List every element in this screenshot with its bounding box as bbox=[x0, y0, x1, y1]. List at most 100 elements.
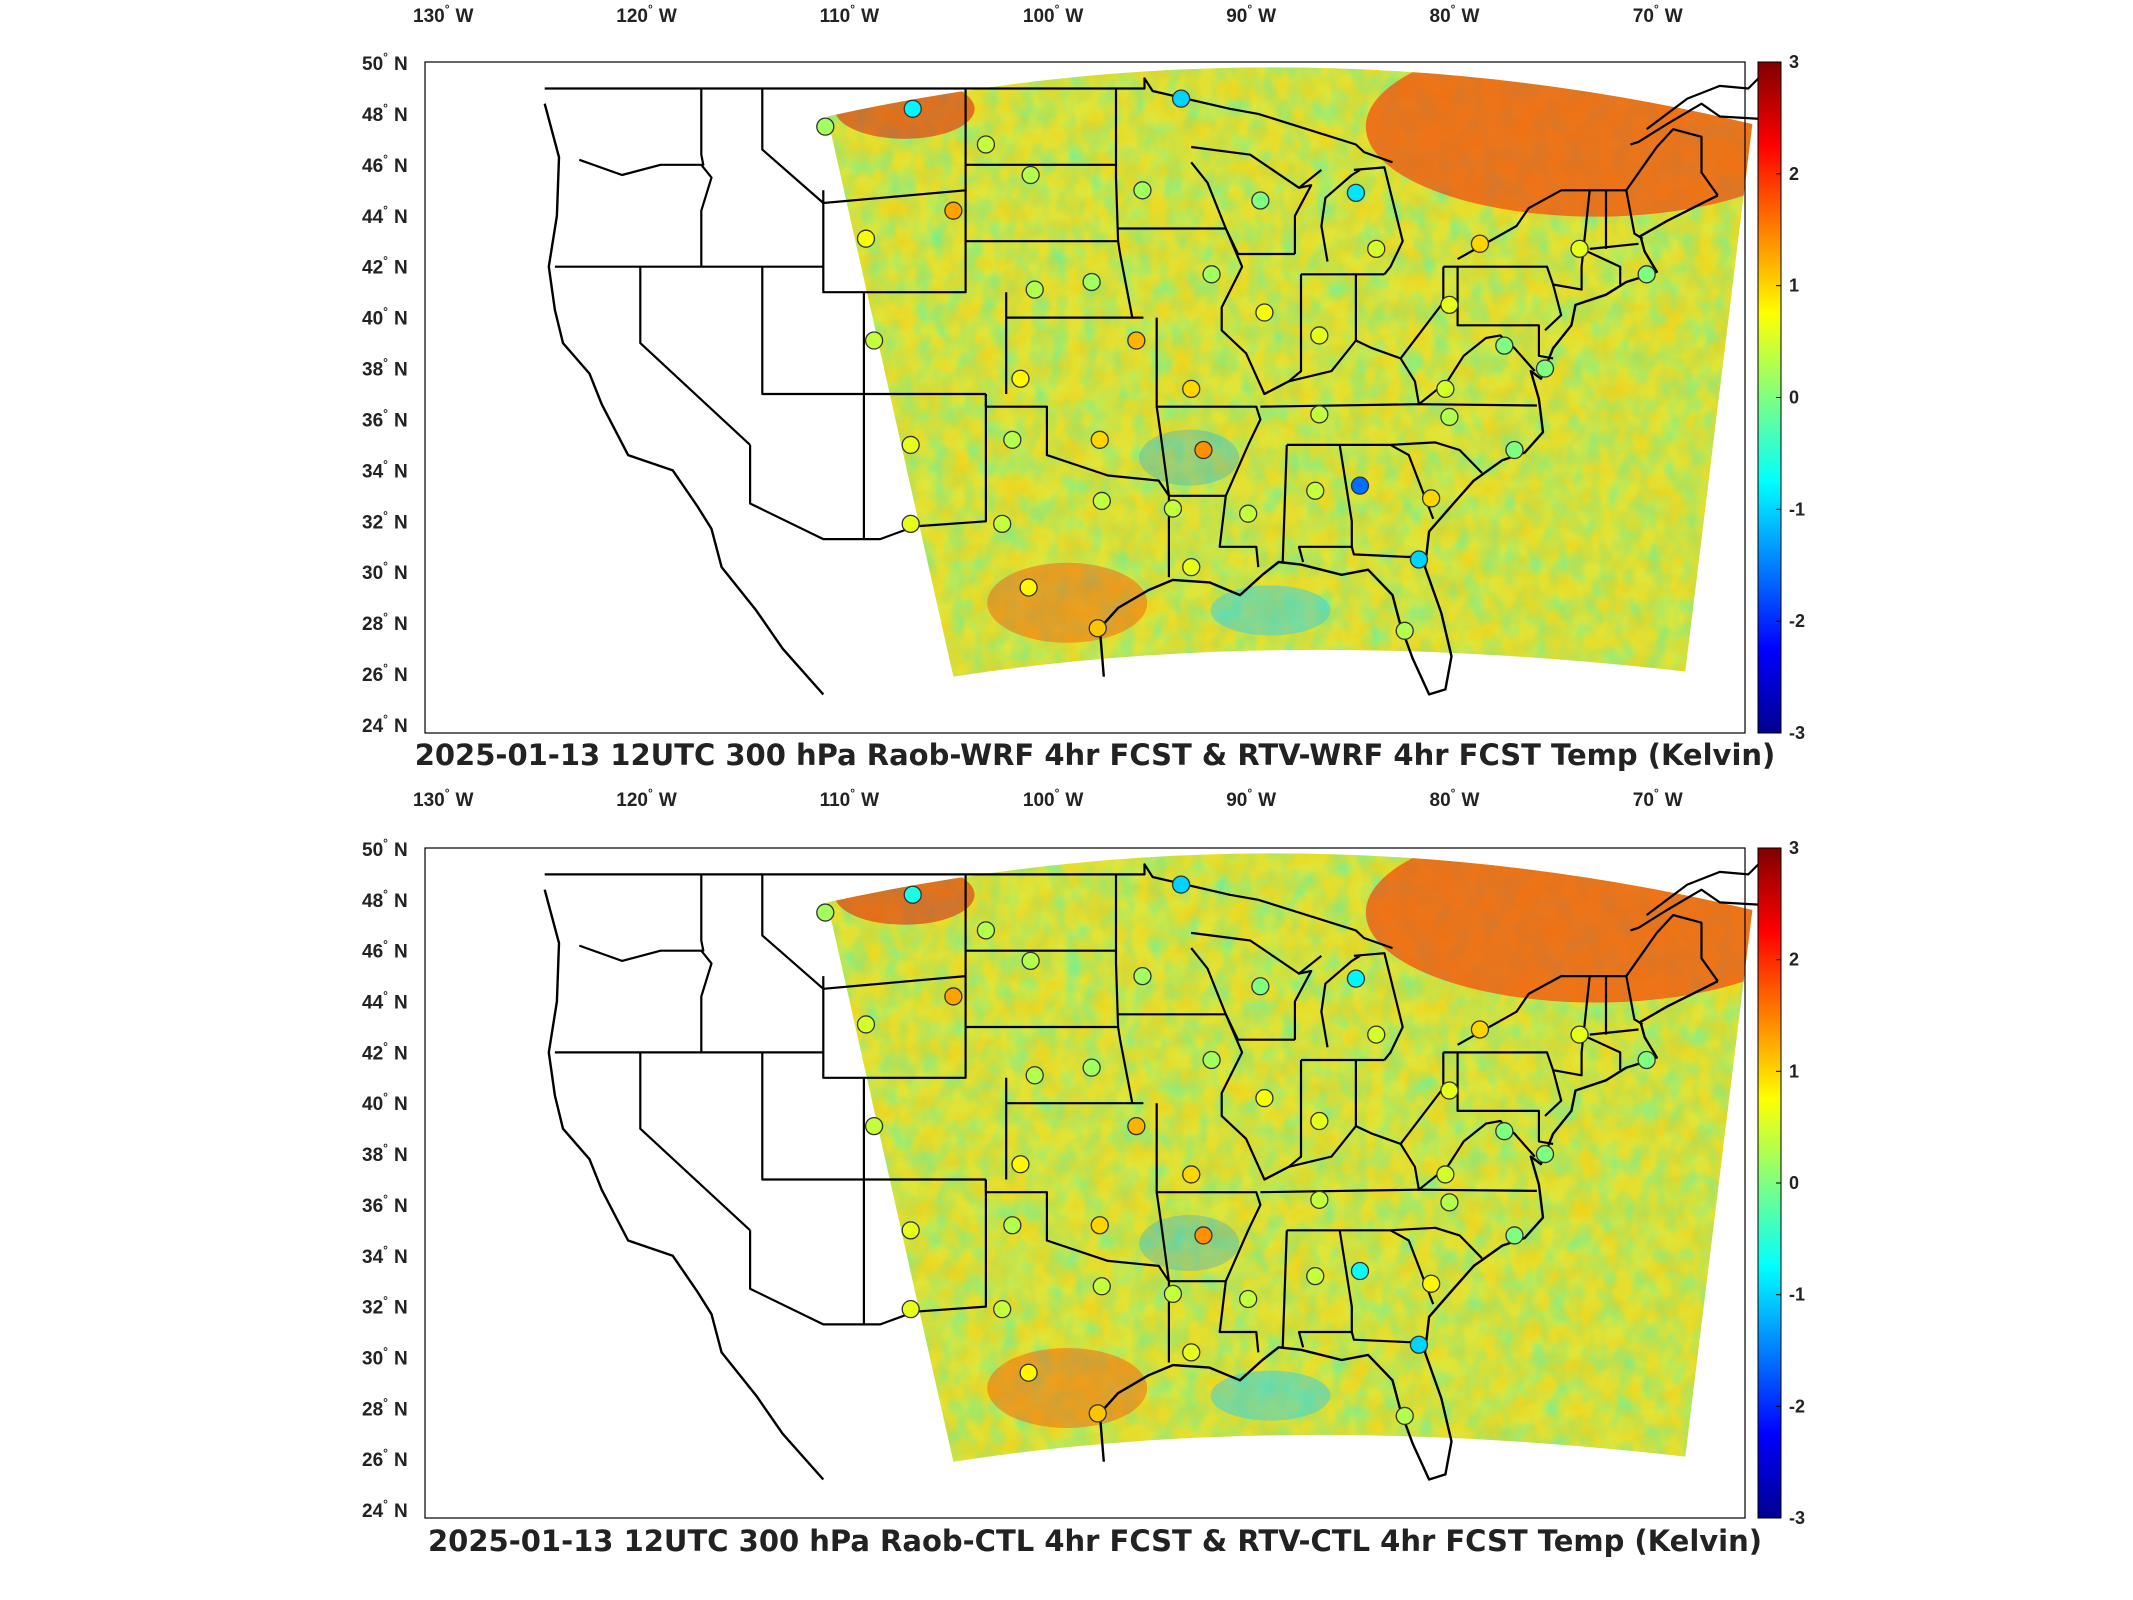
raob-station-marker[interactable] bbox=[1025, 1066, 1044, 1085]
raob-station-marker[interactable] bbox=[1255, 1088, 1274, 1108]
raob-station-marker[interactable] bbox=[1019, 1363, 1038, 1382]
raob-station-marker[interactable] bbox=[1003, 1216, 1022, 1235]
raob-station-marker[interactable] bbox=[1470, 1020, 1490, 1039]
raob-station-marker[interactable] bbox=[1019, 578, 1038, 597]
raob-station-marker[interactable] bbox=[1306, 481, 1325, 500]
raob-station-marker[interactable] bbox=[1535, 359, 1555, 378]
raob-station-marker[interactable] bbox=[1255, 303, 1274, 322]
raob-station-marker[interactable] bbox=[901, 435, 920, 455]
raob-station-marker[interactable] bbox=[1395, 621, 1414, 640]
raob-station-marker[interactable] bbox=[1440, 407, 1459, 427]
raob-station-marker[interactable] bbox=[1310, 1111, 1329, 1131]
raob-station-marker[interactable] bbox=[1171, 89, 1191, 108]
raob-station-marker[interactable] bbox=[1011, 369, 1030, 388]
raob-station-marker[interactable] bbox=[1088, 619, 1107, 638]
raob-station-marker[interactable] bbox=[944, 201, 963, 220]
raob-station-marker[interactable] bbox=[1505, 440, 1524, 460]
raob-station-marker[interactable] bbox=[1021, 165, 1040, 185]
raob-station-marker[interactable] bbox=[1182, 557, 1201, 577]
raob-station-marker[interactable] bbox=[1182, 379, 1201, 399]
raob-station-marker[interactable] bbox=[1182, 1165, 1201, 1184]
raob-station-marker[interactable] bbox=[864, 331, 884, 350]
raob-station-marker[interactable] bbox=[1637, 1050, 1656, 1070]
raob-station-marker[interactable] bbox=[1003, 430, 1022, 449]
raob-station-marker[interactable] bbox=[1421, 489, 1441, 508]
raob-station-marker[interactable] bbox=[1133, 181, 1152, 200]
raob-station-marker[interactable] bbox=[1535, 1144, 1555, 1164]
raob-station-marker[interactable] bbox=[903, 99, 922, 118]
raob-station-marker[interactable] bbox=[856, 1015, 876, 1034]
raob-station-marker[interactable] bbox=[1239, 1289, 1258, 1309]
raob-station-marker[interactable] bbox=[1310, 326, 1329, 345]
raob-station-marker[interactable] bbox=[1163, 1284, 1183, 1304]
raob-station-marker[interactable] bbox=[1025, 280, 1044, 299]
raob-station-marker[interactable] bbox=[1409, 1335, 1429, 1354]
raob-station-marker[interactable] bbox=[1495, 336, 1514, 355]
raob-station-marker[interactable] bbox=[1194, 1226, 1213, 1245]
raob-station-marker[interactable] bbox=[976, 921, 996, 940]
raob-station-marker[interactable] bbox=[903, 885, 922, 904]
raob-station-marker[interactable] bbox=[864, 1116, 884, 1136]
raob-station-marker[interactable] bbox=[1202, 1050, 1221, 1070]
raob-station-marker[interactable] bbox=[1251, 977, 1270, 996]
raob-station-marker[interactable] bbox=[976, 135, 996, 154]
raob-station-marker[interactable] bbox=[1346, 183, 1366, 203]
raob-station-marker[interactable] bbox=[944, 987, 963, 1006]
raob-station-marker[interactable] bbox=[901, 514, 920, 534]
raob-station-marker[interactable] bbox=[1021, 951, 1040, 971]
raob-station-marker[interactable] bbox=[1310, 405, 1329, 424]
raob-station-marker[interactable] bbox=[1395, 1406, 1414, 1426]
raob-station-marker[interactable] bbox=[1436, 1165, 1455, 1184]
raob-station-marker[interactable] bbox=[1470, 234, 1490, 253]
raob-station-marker[interactable] bbox=[1194, 440, 1213, 460]
raob-station-marker[interactable] bbox=[1440, 295, 1459, 315]
raob-station-marker[interactable] bbox=[1090, 430, 1109, 449]
raob-station-marker[interactable] bbox=[1310, 1190, 1329, 1209]
raob-station-marker[interactable] bbox=[901, 1221, 920, 1240]
raob-station-marker[interactable] bbox=[1090, 1216, 1109, 1235]
raob-station-marker[interactable] bbox=[1082, 272, 1101, 292]
raob-station-marker[interactable] bbox=[1171, 875, 1191, 894]
raob-station-marker[interactable] bbox=[1127, 1116, 1146, 1136]
raob-station-marker[interactable] bbox=[1570, 239, 1589, 259]
raob-station-marker[interactable] bbox=[1182, 1343, 1201, 1362]
state-boundary bbox=[1399, 357, 1420, 405]
lat-tick-label: 46° N bbox=[362, 152, 408, 177]
raob-station-marker[interactable] bbox=[1127, 331, 1146, 350]
lat-tick-label: 24° N bbox=[362, 712, 408, 737]
raob-station-marker[interactable] bbox=[1163, 499, 1183, 518]
raob-station-marker[interactable] bbox=[1251, 191, 1270, 210]
raob-station-marker[interactable] bbox=[993, 1300, 1012, 1319]
raob-station-marker[interactable] bbox=[1350, 1261, 1370, 1281]
raob-station-marker[interactable] bbox=[1092, 1277, 1111, 1296]
raob-station-marker[interactable] bbox=[816, 903, 835, 922]
raob-station-marker[interactable] bbox=[1421, 1274, 1441, 1293]
raob-station-marker[interactable] bbox=[1306, 1266, 1325, 1286]
raob-station-marker[interactable] bbox=[1436, 379, 1455, 399]
raob-station-marker[interactable] bbox=[1367, 239, 1386, 259]
lon-tick-label: 70° W bbox=[1633, 786, 1683, 811]
raob-station-marker[interactable] bbox=[1346, 969, 1366, 988]
raob-station-marker[interactable] bbox=[1088, 1404, 1107, 1423]
raob-station-marker[interactable] bbox=[1440, 1081, 1459, 1100]
raob-station-marker[interactable] bbox=[1082, 1058, 1101, 1077]
raob-station-marker[interactable] bbox=[816, 117, 835, 136]
raob-station-marker[interactable] bbox=[1440, 1193, 1459, 1212]
raob-station-marker[interactable] bbox=[901, 1300, 920, 1319]
raob-station-marker[interactable] bbox=[1239, 504, 1258, 523]
raob-station-marker[interactable] bbox=[1495, 1122, 1514, 1141]
raob-station-marker[interactable] bbox=[1011, 1155, 1030, 1174]
raob-station-marker[interactable] bbox=[993, 514, 1012, 534]
lon-tick-label: 120° W bbox=[616, 2, 677, 27]
raob-station-marker[interactable] bbox=[1202, 265, 1221, 284]
lat-tick-label: 32° N bbox=[362, 1294, 408, 1319]
raob-station-marker[interactable] bbox=[1092, 491, 1111, 511]
raob-station-marker[interactable] bbox=[1637, 265, 1656, 284]
raob-station-marker[interactable] bbox=[1133, 966, 1152, 986]
raob-station-marker[interactable] bbox=[1409, 550, 1429, 569]
raob-station-marker[interactable] bbox=[856, 229, 876, 248]
raob-station-marker[interactable] bbox=[1505, 1226, 1524, 1245]
raob-station-marker[interactable] bbox=[1350, 476, 1370, 495]
raob-station-marker[interactable] bbox=[1570, 1025, 1589, 1044]
raob-station-marker[interactable] bbox=[1367, 1025, 1386, 1044]
